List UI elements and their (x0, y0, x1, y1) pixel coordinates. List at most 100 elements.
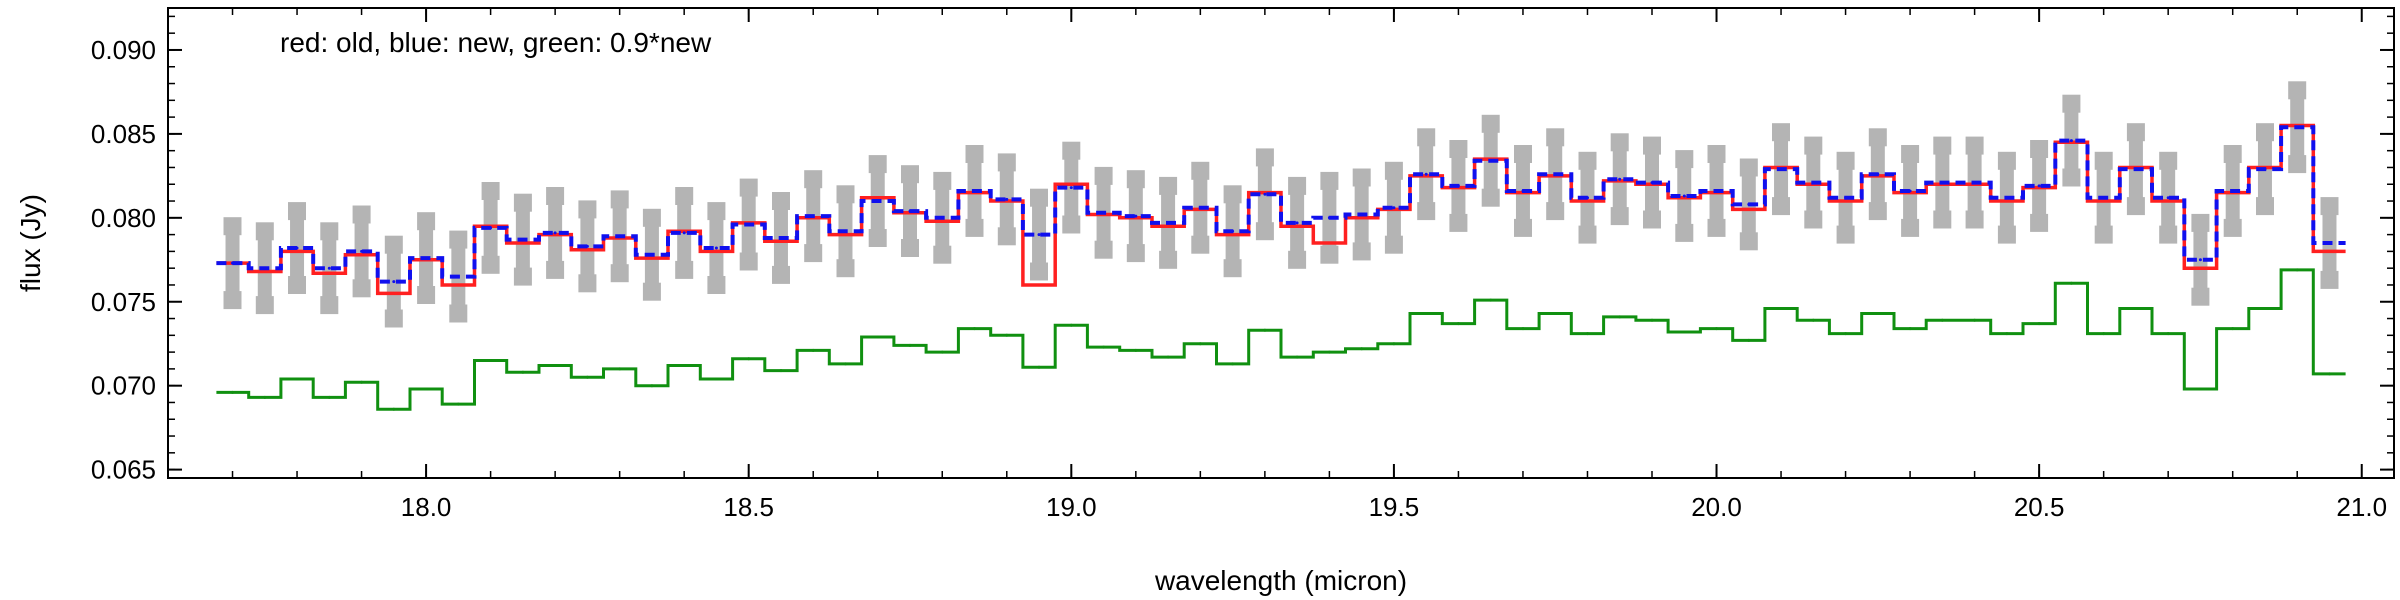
data-point-scaled-new (1973, 318, 1977, 322)
data-point-scaled-new (1327, 350, 1331, 354)
data-point-scaled-new (295, 377, 299, 381)
data-point-new (392, 280, 396, 284)
data-point-old (263, 270, 267, 273)
data-point-new (1521, 189, 1525, 193)
data-point-scaled-new (1069, 323, 1073, 327)
y-tick-label: 0.065 (91, 455, 156, 485)
x-tick-label: 18.0 (401, 492, 452, 522)
data-point-new (2102, 196, 2106, 200)
data-point-new (1779, 167, 1783, 171)
data-point-scaled-new (908, 343, 912, 347)
data-point-scaled-new (618, 367, 622, 371)
data-point-new (489, 226, 493, 230)
data-point-scaled-new (1392, 342, 1396, 346)
data-point-scaled-new (1553, 312, 1557, 315)
data-point-new (1231, 229, 1235, 233)
data-point-scaled-new (1134, 348, 1138, 352)
data-point-new (1263, 192, 1267, 196)
x-tick-label: 20.5 (2014, 492, 2065, 522)
data-point-scaled-new (2295, 268, 2299, 272)
y-axis-title: flux (Jy) (15, 194, 46, 292)
data-point-new (2037, 184, 2041, 188)
data-point-scaled-new (1940, 318, 1944, 322)
data-point-scaled-new (1747, 338, 1751, 342)
data-point-scaled-new (1715, 327, 1718, 331)
data-point-scaled-new (1360, 347, 1364, 351)
data-point-new (1650, 181, 1654, 185)
data-point-scaled-new (2102, 332, 2106, 336)
data-point-scaled-new (231, 390, 234, 394)
data-point-scaled-new (2166, 332, 2170, 336)
series-line-new (216, 125, 2346, 284)
data-point-old (1327, 241, 1331, 245)
data-point-old (2102, 199, 2106, 203)
data-point-new (1940, 181, 1944, 185)
data-point-scaled-new (2231, 327, 2235, 331)
data-point-new (2069, 139, 2073, 143)
series-line-old (216, 123, 2346, 296)
data-point-new (844, 229, 847, 233)
y-axis: 0.065 0.070 0.075 0.080 0.085 0.090 (91, 15, 2394, 485)
data-point-new (2198, 258, 2202, 262)
scaled-new-series-layer (216, 268, 2346, 411)
data-point-new (1360, 213, 1364, 216)
data-point-old (1586, 199, 1589, 203)
data-point-scaled-new (489, 359, 493, 362)
data-point-new (650, 253, 654, 257)
data-point-old (456, 283, 460, 287)
data-point-new (327, 266, 331, 270)
data-point-scaled-new (973, 327, 976, 331)
data-point-old (876, 196, 880, 200)
data-point-new (1618, 177, 1622, 181)
data-point-old (2005, 199, 2009, 203)
data-point-new (1715, 189, 1718, 193)
data-point-new (1682, 194, 1686, 198)
y-tick-label: 0.090 (91, 35, 156, 65)
data-point-new (940, 216, 944, 220)
data-point-old (1295, 224, 1299, 228)
x-tick-label: 19.5 (1369, 492, 1420, 522)
data-point-scaled-new (1102, 345, 1106, 349)
data-point-scaled-new (1424, 312, 1428, 315)
data-point-new (1844, 196, 1848, 200)
data-point-old (360, 253, 364, 257)
data-point-new (1586, 196, 1589, 200)
data-point-scaled-new (1295, 355, 1299, 359)
x-tick-label: 19.0 (1046, 492, 1097, 522)
new-series-layer (216, 125, 2346, 284)
data-point-new (263, 266, 267, 270)
data-point-scaled-new (1166, 355, 1170, 359)
data-point-new (1069, 186, 1073, 190)
data-point-new (585, 244, 589, 248)
data-point-scaled-new (940, 350, 944, 354)
data-point-new (1908, 189, 1912, 193)
data-point-new (1811, 181, 1815, 185)
data-point-scaled-new (553, 364, 557, 367)
data-point-new (2134, 167, 2138, 171)
data-point-new (2328, 241, 2331, 245)
data-point-scaled-new (811, 348, 815, 352)
data-point-old (779, 239, 783, 243)
data-point-new (714, 246, 718, 250)
data-point-new (424, 256, 428, 260)
data-point-new (1424, 172, 1428, 176)
data-point-new (811, 214, 815, 218)
x-tick-label: 21.0 (2336, 492, 2387, 522)
data-point-new (2166, 196, 2170, 200)
data-point-old (2328, 249, 2331, 253)
data-point-old (1231, 233, 1235, 237)
data-point-scaled-new (327, 395, 331, 399)
data-point-old (2198, 266, 2202, 270)
data-point-scaled-new (2328, 372, 2331, 376)
data-point-scaled-new (2134, 307, 2138, 310)
data-point-scaled-new (1779, 307, 1783, 310)
data-point-new (1747, 202, 1751, 206)
data-point-old (940, 219, 944, 223)
data-point-new (456, 275, 460, 279)
data-point-old (844, 233, 847, 237)
x-axis: 18.0 18.5 19.0 19.5 20.0 20.5 21.0 (231, 8, 2387, 522)
data-point-old (1747, 207, 1751, 211)
data-point-new (360, 249, 364, 253)
data-point-scaled-new (360, 380, 364, 384)
data-point-scaled-new (1489, 298, 1493, 302)
